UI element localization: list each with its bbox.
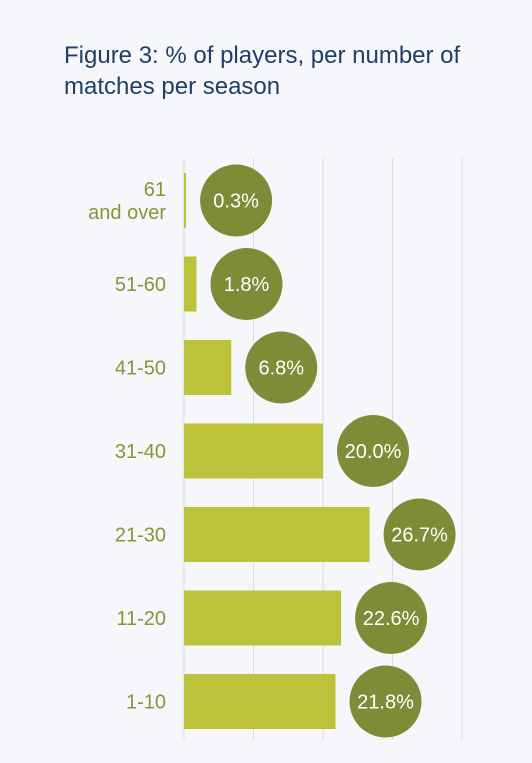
bar — [184, 590, 342, 646]
value-bubble — [355, 582, 428, 654]
bar — [184, 256, 197, 312]
bar — [184, 674, 336, 729]
category-label: 41-50 — [115, 358, 166, 380]
value-label: 21.8% — [357, 692, 414, 714]
value-label: 0.3% — [213, 191, 259, 213]
category-label: 51-60 — [115, 274, 166, 296]
value-label: 22.6% — [363, 608, 420, 630]
value-bubble — [245, 331, 318, 404]
value-label: 26.7% — [391, 525, 448, 547]
value-bubble — [349, 665, 422, 738]
value-bubble — [200, 164, 273, 237]
chart-title: Figure 3: % of players, per number of ma… — [64, 42, 461, 100]
category-label: 61 and over — [88, 179, 166, 224]
bar — [184, 423, 323, 479]
value-label: 1.8% — [224, 274, 270, 296]
value-bubbles: 0.3% 1.8% 6.8% 20.0% 26.7% 22.6% 21.8% — [200, 164, 456, 738]
value-label: 20.0% — [345, 441, 402, 463]
category-label: 11-20 — [116, 608, 166, 630]
bars — [184, 173, 370, 729]
category-label: 1-10 — [126, 692, 166, 714]
bar — [184, 340, 232, 395]
value-bubble — [383, 498, 456, 571]
value-bubble — [337, 415, 409, 487]
category-label: 21-30 — [115, 525, 166, 547]
value-bubble — [210, 248, 283, 320]
bar — [184, 173, 187, 228]
category-labels: 61 and over 51-60 41-50 31-40 21-30 11-20 1-10 — [88, 179, 166, 714]
category-label: 31-40 — [115, 441, 166, 463]
bar — [184, 507, 370, 562]
value-label: 6.8% — [258, 358, 304, 380]
